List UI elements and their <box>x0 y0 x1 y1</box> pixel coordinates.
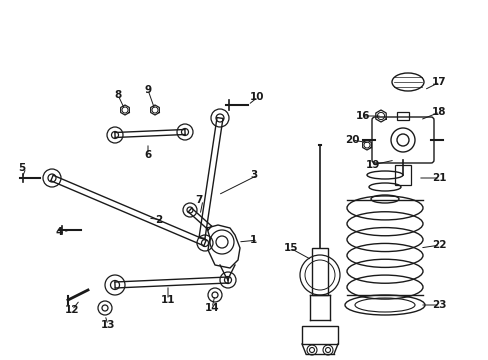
Text: 9: 9 <box>144 85 151 95</box>
Text: 6: 6 <box>144 150 151 160</box>
Text: 20: 20 <box>345 135 359 145</box>
Text: 5: 5 <box>18 163 25 173</box>
Text: 8: 8 <box>114 90 122 100</box>
Text: 3: 3 <box>249 170 257 180</box>
Text: 19: 19 <box>365 160 379 170</box>
Text: 16: 16 <box>355 111 369 121</box>
Text: 17: 17 <box>431 77 446 87</box>
Text: 1: 1 <box>249 235 257 245</box>
Text: 14: 14 <box>204 303 219 313</box>
Text: 12: 12 <box>64 305 79 315</box>
Text: 21: 21 <box>431 173 446 183</box>
Text: 13: 13 <box>101 320 115 330</box>
Bar <box>394 165 410 185</box>
Text: 15: 15 <box>283 243 297 253</box>
Text: 7: 7 <box>195 195 202 205</box>
Text: 23: 23 <box>431 300 446 310</box>
Text: 4: 4 <box>55 227 62 237</box>
Bar <box>302 326 337 344</box>
Text: 22: 22 <box>431 240 446 250</box>
Text: 18: 18 <box>431 107 446 117</box>
Text: 2: 2 <box>155 215 162 225</box>
Bar <box>396 112 408 120</box>
Bar <box>311 248 327 295</box>
Text: 10: 10 <box>249 92 264 102</box>
Text: 11: 11 <box>161 295 175 305</box>
